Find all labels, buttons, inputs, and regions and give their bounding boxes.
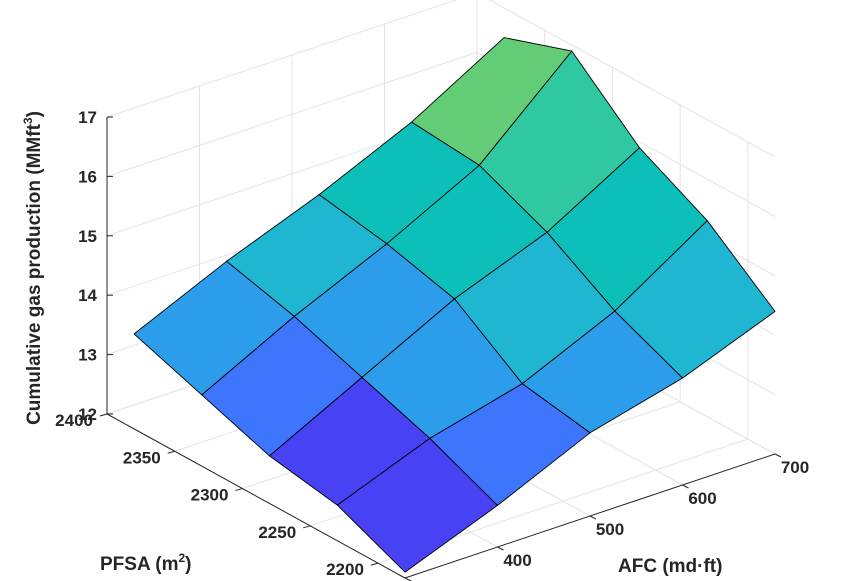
x-tick-mark [497, 546, 504, 551]
z-tick-label: 17 [78, 108, 97, 127]
y-tick-label: 2400 [55, 411, 93, 430]
z-tick-label: 14 [78, 286, 97, 305]
surface-patch [336, 437, 498, 573]
x-tick-label: 400 [503, 551, 531, 570]
y-tick-label: 2250 [258, 523, 296, 542]
y-tick-label: 2200 [326, 560, 364, 579]
z-tick-label: 15 [78, 227, 97, 246]
y-tick-label: 2300 [191, 486, 229, 505]
x-tick-label: 700 [781, 458, 809, 477]
z-tick-label: 16 [78, 167, 97, 186]
y-axis-line [106, 413, 406, 579]
x-tick-label: 600 [688, 489, 716, 508]
x-tick-mark [774, 453, 782, 458]
z-tick-label: 12 [78, 405, 97, 424]
tick-labels: 3004005006007002200225023002350240012131… [55, 108, 809, 581]
x-tick-mark [589, 515, 597, 520]
x-axis-title: AFC (md·ft) [618, 556, 722, 577]
y-tick-mark [235, 488, 243, 492]
z-axis-title: Cumulative gas production (MMft3) [21, 111, 45, 425]
x-tick-label: 500 [596, 520, 624, 539]
y-tick-mark [99, 413, 108, 417]
x-tick-mark [682, 484, 689, 489]
z-tick-label: 13 [78, 346, 97, 365]
y-tick-mark [167, 450, 175, 454]
y-tick-label: 2350 [123, 448, 161, 467]
surface [133, 37, 776, 573]
axis-titles: AFC (md·ft) PFSA (m2) Cumulative gas pro… [21, 111, 722, 577]
y-axis-title: PFSA (m2) [100, 551, 191, 575]
y-tick-mark [303, 525, 311, 529]
grid-line [488, 0, 776, 158]
y-tick-mark [370, 562, 379, 566]
